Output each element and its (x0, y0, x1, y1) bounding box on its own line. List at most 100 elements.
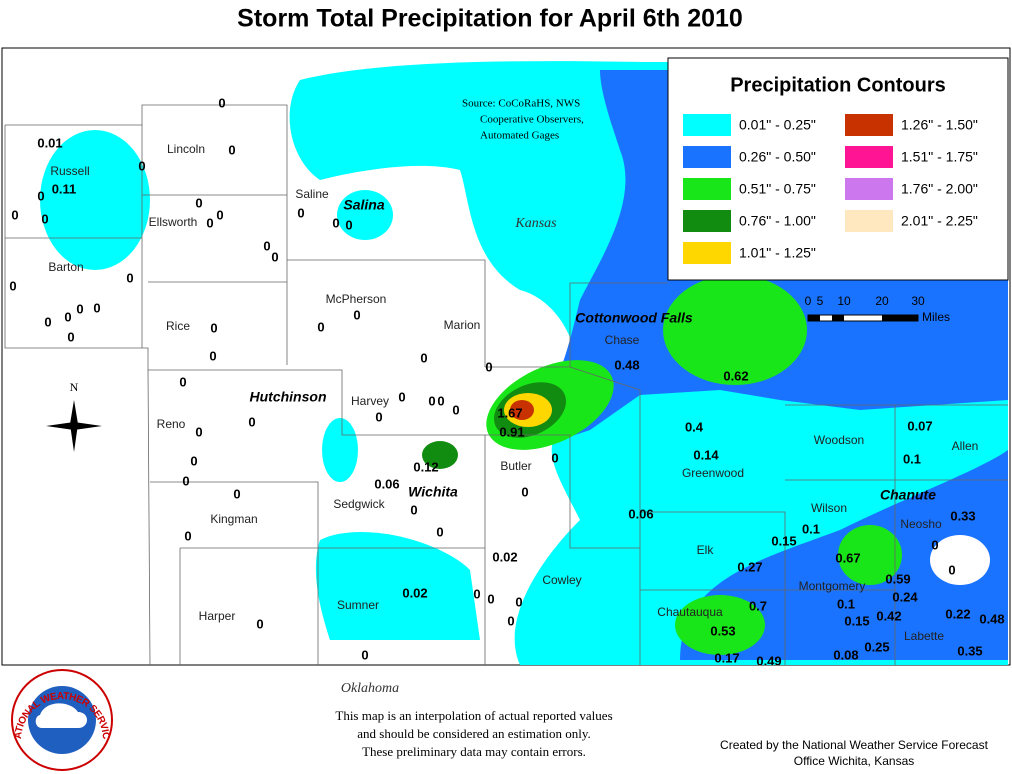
station-value: 0 (436, 524, 443, 539)
title: Storm Total Precipitation for April 6th … (237, 5, 743, 33)
station-value: 0 (931, 537, 938, 552)
legend-swatch (683, 242, 731, 264)
county-label: Chase (605, 333, 640, 347)
station-value: 0.62 (723, 368, 748, 383)
station-value: 0 (44, 314, 51, 329)
county-label: Sumner (337, 598, 379, 612)
north-label: N (70, 380, 79, 394)
station-value: 0 (452, 402, 459, 417)
compass: N (46, 380, 102, 452)
city-label: Salina (343, 197, 384, 213)
legend-title: Precipitation Contours (730, 74, 946, 96)
station-value: 0.1 (837, 596, 855, 611)
state-label: Kansas (514, 216, 557, 231)
station-value: 0 (126, 270, 133, 285)
legend-label: 1.51" - 1.75" (901, 149, 978, 165)
station-value: 0 (179, 374, 186, 389)
legend-label: 1.76" - 2.00" (901, 181, 978, 197)
station-value: 0.15 (844, 613, 869, 628)
scale-tick: 30 (911, 294, 925, 308)
disclaimer-line: This map is an interpolation of actual r… (335, 708, 612, 723)
county-label: Rice (166, 319, 190, 333)
station-value: 0.1 (802, 521, 820, 536)
county-label: Labette (904, 629, 944, 643)
station-value: 0 (138, 158, 145, 173)
legend-label: 1.26" - 1.50" (901, 117, 978, 133)
station-value: 0 (190, 453, 197, 468)
county-label: Sedgwick (333, 497, 385, 511)
station-value: 0 (375, 409, 382, 424)
source-line: Automated Gages (480, 130, 559, 142)
scale-tick: 20 (875, 294, 889, 308)
station-value: 0.15 (771, 533, 796, 548)
credit-line: Created by the National Weather Service … (720, 738, 989, 752)
station-value: 0 (37, 188, 44, 203)
station-value: 0.53 (710, 623, 735, 638)
county-label: Marion (444, 318, 481, 332)
legend-swatch (845, 146, 893, 168)
station-value: 0.42 (876, 608, 901, 623)
station-value: 0.48 (614, 357, 639, 372)
station-value: 0 (209, 348, 216, 363)
disclaimer-line: These preliminary data may contain error… (362, 744, 586, 759)
county-label: Wilson (811, 501, 847, 515)
station-value: 0 (76, 301, 83, 316)
station-value: 0 (485, 359, 492, 374)
station-value: 0 (398, 389, 405, 404)
county-label: Greenwood (682, 466, 744, 480)
station-value: 0 (41, 211, 48, 226)
city-label: Cottonwood Falls (575, 310, 693, 326)
station-value: 0 (9, 278, 16, 293)
legend-swatch (845, 210, 893, 232)
station-value: 0.02 (492, 549, 517, 564)
legend-swatch (845, 178, 893, 200)
source-line: Source: CoCoRaHS, NWS (462, 98, 580, 110)
station-value: 0.4 (685, 419, 704, 434)
station-value: 0.35 (957, 643, 982, 658)
legend-swatch (683, 178, 731, 200)
station-value: 0.08 (833, 647, 858, 662)
station-value: 0.48 (979, 611, 1004, 626)
station-value: 0 (184, 528, 191, 543)
legend-label: 0.76" - 1.00" (739, 213, 816, 229)
map-labels: 0.01" - 0.25" 0.26" - 0.50" 0.51" - 0.75" 0… (9, 95, 1004, 768)
legend-swatch (683, 146, 731, 168)
station-value: 0.91 (499, 424, 524, 439)
city-label: Wichita (408, 484, 458, 500)
county-label: Saline (295, 187, 329, 201)
legend-swatch (683, 210, 731, 232)
county-label: Harper (199, 609, 236, 623)
legend-label: 0.26" - 0.50" (739, 149, 816, 165)
station-value: 0 (182, 473, 189, 488)
county-label: Russell (50, 164, 89, 178)
station-value: 0 (210, 320, 217, 335)
station-value: 0 (428, 393, 435, 408)
station-value: 0 (248, 414, 255, 429)
station-value: 0 (67, 329, 74, 344)
station-value: 0 (228, 142, 235, 157)
station-value: 1.67 (497, 405, 522, 420)
station-value: 0 (216, 207, 223, 222)
county-label: Montgomery (799, 579, 866, 593)
station-value: 0 (218, 95, 225, 110)
station-value: 0.22 (945, 606, 970, 621)
scale-tick: 5 (817, 294, 824, 308)
station-value: 0.25 (864, 639, 889, 654)
station-value: 0.27 (737, 559, 762, 574)
station-value: 0 (206, 215, 213, 230)
station-value: 0.06 (628, 506, 653, 521)
station-value: 0 (263, 238, 270, 253)
station-value: 0 (332, 215, 339, 230)
station-value: 0.11 (52, 181, 77, 196)
station-value: 0 (507, 613, 514, 628)
station-value: 0.17 (714, 650, 739, 665)
station-value: 0 (948, 562, 955, 577)
county-label: Barton (48, 260, 83, 274)
county-label: Chautauqua (657, 605, 723, 619)
county-label: Ellsworth (149, 215, 198, 229)
station-value: 0 (271, 249, 278, 264)
station-value: 0.33 (950, 508, 975, 523)
state-label: Oklahoma (341, 681, 399, 696)
station-value: 0 (420, 350, 427, 365)
